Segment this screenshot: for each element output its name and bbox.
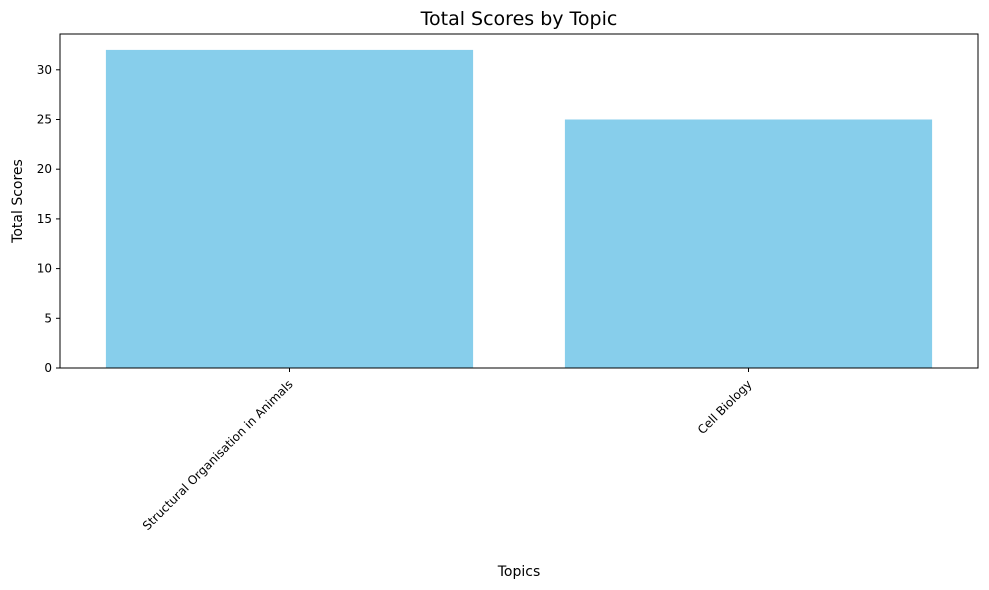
y-tick-label-6: 30	[37, 63, 52, 77]
y-tick-label-2: 10	[37, 262, 52, 276]
chart-title: Total Scores by Topic	[420, 8, 618, 30]
y-tick-label-1: 5	[44, 311, 52, 325]
x-axis-title: Topics	[497, 564, 541, 580]
bar-1	[564, 119, 933, 368]
y-axis-title: Total Scores	[10, 159, 26, 244]
y-axis-ticks: 0 5 10 15 20 25 30	[37, 63, 60, 375]
y-tick-label-0: 0	[44, 361, 52, 375]
y-tick-label-3: 15	[37, 212, 52, 226]
plot-area-frame	[59, 33, 979, 369]
bar-0	[105, 49, 474, 369]
bars-layer	[105, 49, 933, 369]
y-tick-label-4: 20	[37, 162, 52, 176]
y-tick-label-5: 25	[37, 113, 52, 127]
